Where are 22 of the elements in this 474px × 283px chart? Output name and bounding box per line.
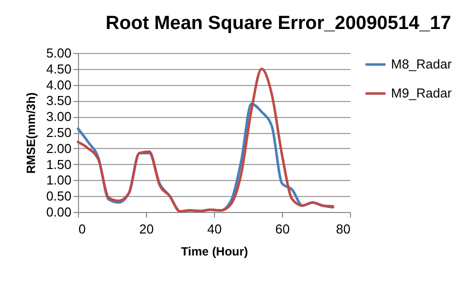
y-tick-label: 4.00 [46, 77, 72, 92]
x-tick-label: 80 [336, 222, 350, 236]
x-axis-title: Time (Hour) [180, 244, 248, 258]
y-tick-label: 2.50 [46, 125, 72, 140]
y-tick-label: 3.00 [46, 109, 72, 124]
y-tick-label: 1.50 [46, 156, 72, 172]
chart-title: Root Mean Square Error_20090514_17 [106, 13, 452, 34]
y-tick-label: 4.50 [46, 61, 72, 76]
y-tick-label: 3.50 [46, 93, 72, 108]
x-tick-label: 0 [78, 222, 86, 236]
y-axis-title: RMSE(mm/3h) [24, 92, 38, 174]
x-tick-label: 40 [207, 222, 222, 236]
legend-label: M8_Radar [391, 56, 452, 72]
x-tick-label: 20 [139, 222, 154, 236]
y-tick-label: 0.50 [46, 188, 72, 204]
y-tick-label: 1.00 [46, 172, 72, 188]
y-tick-label: 0.00 [46, 204, 72, 220]
y-tick-label: 2.00 [46, 140, 72, 156]
line-series [76, 68, 334, 213]
x-tick-label: 60 [275, 222, 290, 236]
y-tick-label: 5.00 [46, 46, 72, 60]
legend-label: M9_Radar [391, 86, 452, 100]
